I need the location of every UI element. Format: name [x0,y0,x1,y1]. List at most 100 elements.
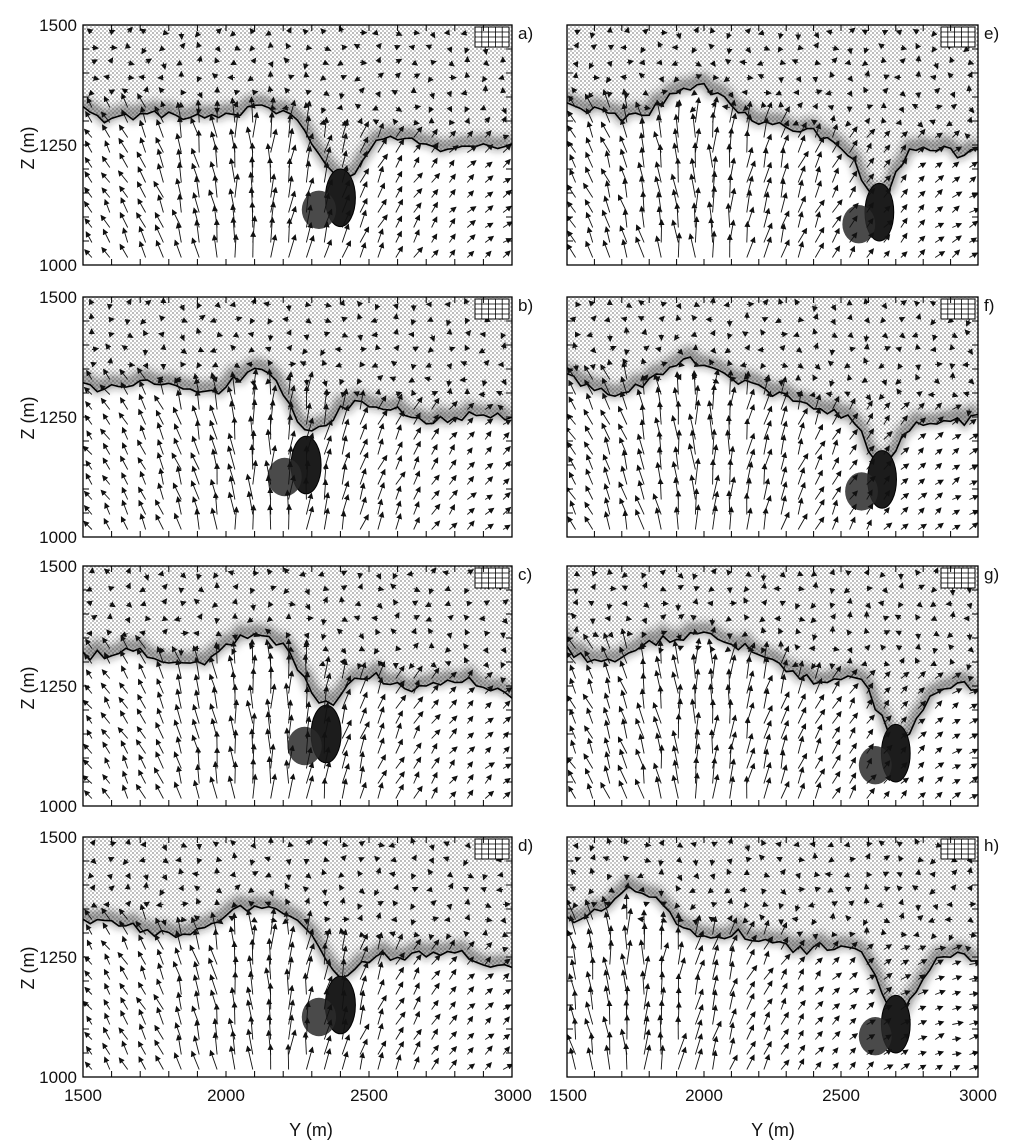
vector-arrow [190,452,200,470]
vector-arrow [84,1061,93,1070]
vector-arrow [481,75,488,83]
vector-arrow [229,371,236,395]
vector-arrow [780,511,790,530]
vector-arrow [603,765,611,784]
vector-arrow [431,233,438,243]
vector-arrow [934,431,944,440]
grid-legend-icon [474,567,510,589]
vector-arrow [479,104,487,111]
vector-arrow [746,1024,755,1040]
vector-arrow [156,660,164,679]
vector-arrow [809,841,816,848]
vector-arrow [431,969,441,980]
vector-arrow [832,754,841,769]
vector-arrow [153,767,164,784]
vector-arrow [900,251,908,258]
vector-arrow [832,486,842,500]
vector-arrow [99,428,111,440]
vector-arrow [137,950,146,965]
vector-arrow [484,1002,494,1010]
vector-arrow [305,402,312,425]
vector-arrow [377,72,385,79]
vector-arrow [585,485,594,500]
vector-arrow [299,361,307,367]
vector-arrow [375,56,381,64]
vector-arrow [374,303,381,311]
vector-arrow [969,1005,978,1012]
vector-arrow [969,794,978,800]
vector-arrow [155,119,164,138]
vector-arrow [305,89,312,96]
vector-arrow [356,378,363,385]
vector-arrow [359,451,369,470]
vector-arrow [248,96,255,123]
vector-arrow [449,686,457,694]
vector-arrow [832,1003,841,1010]
vector-arrow [567,441,576,455]
vector-arrow [209,404,218,425]
vector-arrow [831,931,838,938]
vector-arrow [934,791,943,799]
vector-arrow [814,781,822,799]
vector-arrow [189,944,200,965]
panel-label: c) [518,565,532,584]
vector-arrow [763,495,772,515]
vector-arrow [413,455,420,470]
vector-arrow [178,101,185,108]
vector-arrow [247,684,254,709]
vector-arrow [780,239,790,258]
y-tick-label: 1250 [39,136,77,155]
vector-arrow [84,156,93,168]
vector-arrow [797,467,806,485]
vector-arrow [395,245,404,258]
vector-arrow [84,171,93,183]
vector-arrow [586,782,594,799]
vector-arrow [102,1042,111,1055]
vector-arrow [251,383,258,410]
vector-arrow [413,126,423,138]
vector-arrow [246,908,254,935]
vector-arrow [883,522,893,530]
vector-arrow [305,317,312,324]
vector-arrow [359,1051,366,1070]
vector-arrow [690,653,697,679]
vector-arrow [155,783,164,799]
vector-arrow [635,224,645,243]
vector-arrow [208,189,218,213]
vector-arrow [303,101,310,109]
vector-arrow [949,371,956,380]
vector-arrow [619,436,628,455]
vector-arrow [104,696,111,709]
y-tick-label: 1250 [39,408,77,427]
vector-arrow [323,507,331,530]
vector-arrow [568,1047,577,1070]
vector-arrow [305,190,312,213]
vector-arrow [288,234,297,258]
vector-arrow [706,143,714,168]
vector-arrow [252,89,259,96]
vector-arrow [449,217,456,228]
vector-arrow [500,341,507,350]
vector-arrow [673,113,680,138]
vector-arrow [413,143,422,153]
vector-arrow [196,302,203,310]
vector-arrow [900,174,907,183]
vector-arrow [175,496,182,515]
vector-arrow [121,770,129,784]
vector-arrow [780,192,788,213]
vector-arrow [641,922,648,950]
vector-arrow [797,984,804,995]
vector-arrow [814,199,825,213]
vector-arrow [194,219,201,243]
vector-arrow [377,422,385,440]
vector-arrow [467,160,477,168]
vector-arrow [377,454,388,470]
vector-arrow [359,150,368,168]
vector-arrow [377,1008,384,1025]
vector-arrow [101,124,111,138]
vector-arrow [849,784,857,799]
vector-arrow [192,779,200,799]
y-tick-label: 1000 [39,256,77,275]
